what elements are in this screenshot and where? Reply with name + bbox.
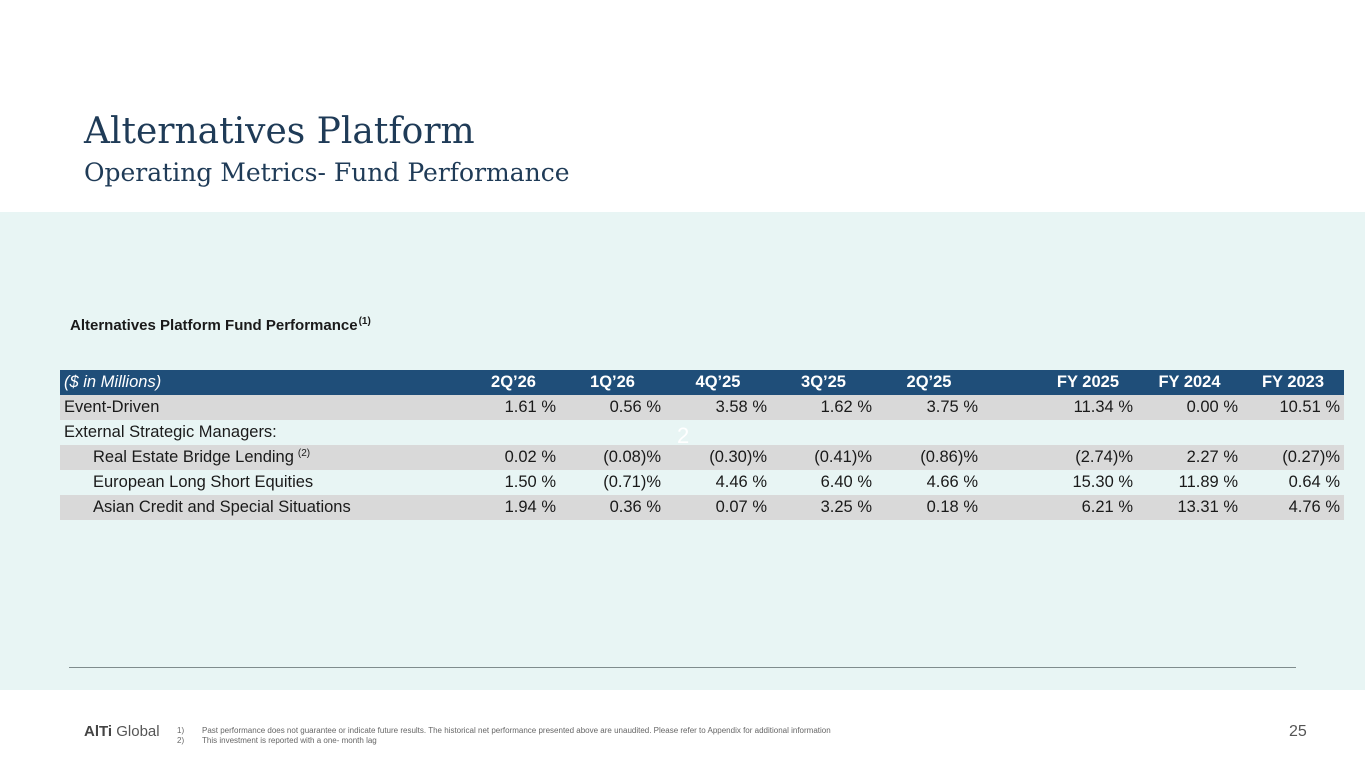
table-cell: 6.40 % (820, 473, 872, 491)
footnotes: 1) Past performance does not guarantee o… (177, 726, 831, 746)
table-cell: 15.30 % (1072, 473, 1133, 491)
table-cell: 0.56 % (609, 398, 661, 416)
table-cell: 1.62 % (820, 398, 872, 416)
column-header: 1Q’26 (590, 373, 635, 391)
table-cell: 3.75 % (926, 398, 978, 416)
table-row: Event-Driven 1.61 % 0.56 % 3.58 % 1.62 %… (60, 395, 1344, 420)
table-row: External Strategic Managers: (60, 420, 1344, 445)
table-cell: 4.76 % (1288, 498, 1340, 516)
section-heading: Alternatives Platform Fund Performance(1… (70, 316, 371, 334)
logo-strong-text: AlTi (84, 723, 113, 740)
table-cell: 0.02 % (504, 448, 556, 466)
row-label: Event-Driven (64, 398, 160, 416)
table-cell: 0.64 % (1288, 473, 1340, 491)
table-cell: 6.21 % (1081, 498, 1133, 516)
table-cell: 0.18 % (926, 498, 978, 516)
table-cell: 10.51 % (1279, 398, 1340, 416)
table-cell (467, 420, 560, 445)
content-panel (0, 212, 1365, 690)
table-cell (1137, 420, 1242, 445)
table-row: Asian Credit and Special Situations 1.94… (60, 495, 1344, 520)
column-header: 4Q’25 (695, 373, 741, 391)
company-logo: AlTi Global (84, 723, 160, 740)
table-cell: 0.36 % (609, 498, 661, 516)
table-cell: 11.34 % (1073, 398, 1133, 416)
column-header: 2Q’25 (906, 373, 952, 391)
table-cell: 3.25 % (820, 498, 872, 516)
table-cell: (2.74)% (1075, 448, 1133, 466)
table-cell: 4.66 % (926, 473, 978, 491)
overlay-mark: 2 (677, 423, 690, 448)
footnote-number: 1) (177, 726, 185, 735)
slide-title: Alternatives Platform (84, 111, 475, 152)
logo-rest-text: Global (112, 723, 160, 740)
column-header-units: ($ in Millions) (64, 373, 162, 391)
footnote-number: 2) (177, 736, 185, 745)
row-label: External Strategic Managers: (64, 423, 277, 441)
table-cell (560, 420, 665, 445)
table-header-row: ($ in Millions) 2Q’26 1Q’26 4Q’25 3Q’25 … (60, 370, 1344, 395)
table-row: European Long Short Equities 1.50 % (0.7… (60, 470, 1344, 495)
table-row: Real Estate Bridge Lending (2) 0.02 % (0.… (60, 445, 1344, 470)
table-cell: 1.94 % (504, 498, 556, 516)
table-cell: 11.89 % (1178, 473, 1238, 491)
page-number: 25 (1289, 723, 1307, 740)
table-cell (982, 420, 1137, 445)
table-cell: 3.58 % (715, 398, 767, 416)
footnote-text: This investment is reported with a one- … (202, 736, 377, 745)
table-cell: 4.46 % (715, 473, 767, 491)
footnote: 2) This investment is reported with a on… (177, 736, 831, 746)
table-cell (1242, 420, 1344, 445)
table-cell: (0.08)% (603, 448, 661, 466)
column-header: FY 2023 (1261, 373, 1325, 391)
footnote: 1) Past performance does not guarantee o… (177, 726, 831, 736)
slide-subtitle: Operating Metrics- Fund Performance (84, 158, 570, 187)
table-cell: 1.50 % (504, 473, 556, 491)
section-heading-footnote-ref: (1) (358, 316, 371, 327)
table-cell (876, 420, 982, 445)
column-header: FY 2024 (1158, 373, 1221, 391)
row-label-text: Real Estate Bridge Lending (93, 448, 294, 466)
column-header: 3Q’25 (801, 373, 846, 391)
table-cell: 0.00 % (1186, 398, 1238, 416)
table-cell: 0.07 % (715, 498, 767, 516)
row-footnote-ref: (2) (297, 448, 311, 459)
footnote-text: Past performance does not guarantee or i… (202, 726, 831, 735)
section-heading-text: Alternatives Platform Fund Performance (70, 317, 358, 334)
table-cell: (0.27)% (1282, 448, 1340, 466)
divider (69, 667, 1296, 668)
row-label: European Long Short Equities (93, 473, 314, 491)
table-cell: (0.30)% (709, 448, 767, 466)
row-label: Asian Credit and Special Situations (93, 498, 351, 516)
table-cell (771, 420, 876, 445)
table-cell: 2.27 % (1186, 448, 1238, 466)
table-cell: (0.41)% (814, 448, 872, 466)
table-cell: 13.31 % (1177, 498, 1238, 516)
row-label: Real Estate Bridge Lending (2) (60, 445, 467, 470)
fund-performance-table: ($ in Millions) 2Q’26 1Q’26 4Q’25 3Q’25 … (60, 370, 1344, 520)
table-cell: 1.61 % (504, 398, 556, 416)
table-cell: (0.86)% (920, 448, 978, 466)
column-header: FY 2025 (1056, 373, 1119, 391)
column-header: 2Q’26 (491, 373, 536, 391)
table-cell: (0.71)% (603, 473, 661, 491)
